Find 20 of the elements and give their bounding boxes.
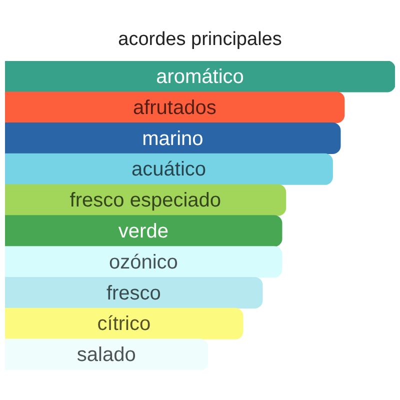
chart-title: acordes principales: [118, 29, 282, 50]
y-tick-label: verde: [118, 220, 168, 242]
y-tick-label: cítrico: [97, 313, 151, 336]
y-tick-label: ozónico: [108, 251, 178, 274]
y-tick-label: fresco: [106, 282, 161, 304]
bar: [5, 92, 345, 124]
y-tick-label: salado: [76, 344, 136, 366]
y-tick-label: acuático: [132, 158, 206, 181]
y-tick-label: fresco especiado: [70, 190, 221, 212]
bar: [5, 215, 282, 247]
bar: [5, 61, 395, 92]
bar: [5, 338, 208, 370]
bar: [5, 153, 333, 185]
y-tick-label: aromático: [156, 66, 244, 88]
bar: [5, 308, 244, 340]
y-tick-label: afrutados: [132, 96, 216, 119]
bar: [5, 246, 282, 278]
y-tick-label: marino: [142, 128, 204, 150]
bar: [5, 276, 263, 309]
bar: [5, 122, 341, 154]
